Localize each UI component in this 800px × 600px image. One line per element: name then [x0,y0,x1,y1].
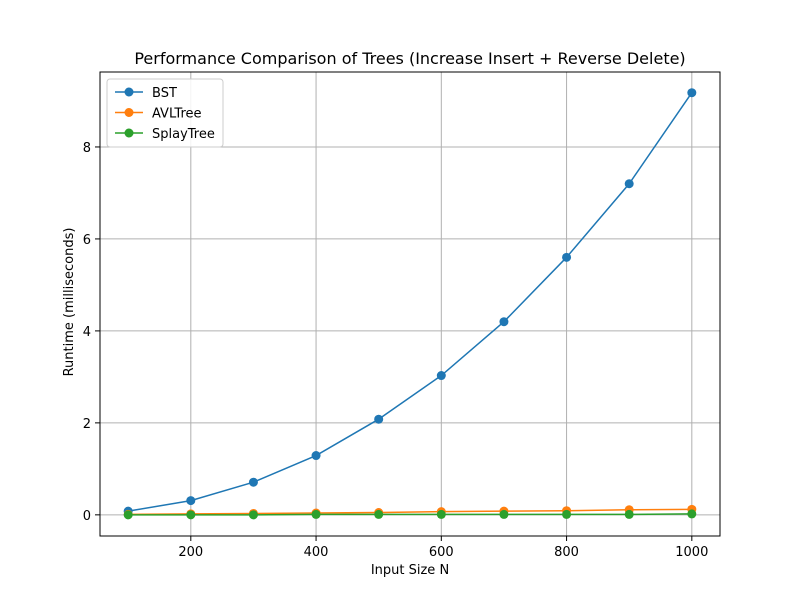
data-point [562,252,572,262]
data-point [436,509,446,519]
legend-item: AVLTree [115,107,202,122]
series-bst [123,88,697,516]
x-tick-label: 800 [554,545,579,560]
chart-title: Performance Comparison of Trees (Increas… [134,49,685,68]
data-point [186,510,196,520]
data-point [374,509,384,519]
series-layer [123,88,697,520]
x-tick-label: 400 [304,545,329,560]
legend-item: BST [115,86,177,101]
data-point [624,509,634,519]
data-point [436,371,446,381]
y-tick-label: 8 [83,141,91,156]
data-point [123,510,133,520]
data-point [687,509,697,519]
legend-marker [124,87,134,97]
data-point [248,510,258,520]
data-point [499,509,509,519]
legend-marker [124,108,134,117]
x-axis-label: Input Size N [371,563,449,578]
series-splaytree [123,509,697,520]
data-point [311,451,321,461]
legend-item: SplayTree [115,127,215,142]
x-tick-label: 600 [429,545,454,560]
data-point [374,414,384,424]
series-line [128,508,692,516]
plot-frame [99,71,721,537]
y-axis-label: Runtime (milliseconds) [62,228,77,377]
data-point [248,477,258,487]
series-avltree [123,504,697,519]
y-tick-label: 2 [83,417,91,432]
y-tick-label: 4 [83,325,91,340]
y-tick-label: 0 [83,509,91,524]
data-point [687,88,697,98]
series-line [128,513,692,516]
y-tick-label: 6 [83,233,91,248]
legend-marker [124,128,134,138]
data-point [499,317,509,327]
axis-ticks: 200 400 600 800 1000 0 2 4 6 8 [83,141,709,560]
legend-label: AVLTree [152,107,202,122]
legend-box [106,78,224,148]
x-tick-label: 1000 [675,545,708,560]
data-point [186,496,196,506]
legend-label: SplayTree [152,127,215,142]
data-point [311,509,321,519]
data-point [624,179,634,189]
x-tick-label: 200 [178,545,203,560]
legend-label: BST [152,86,177,101]
series-line [128,92,693,512]
legend: BST AVLTree SplayTree [106,78,224,148]
data-point [562,509,572,519]
